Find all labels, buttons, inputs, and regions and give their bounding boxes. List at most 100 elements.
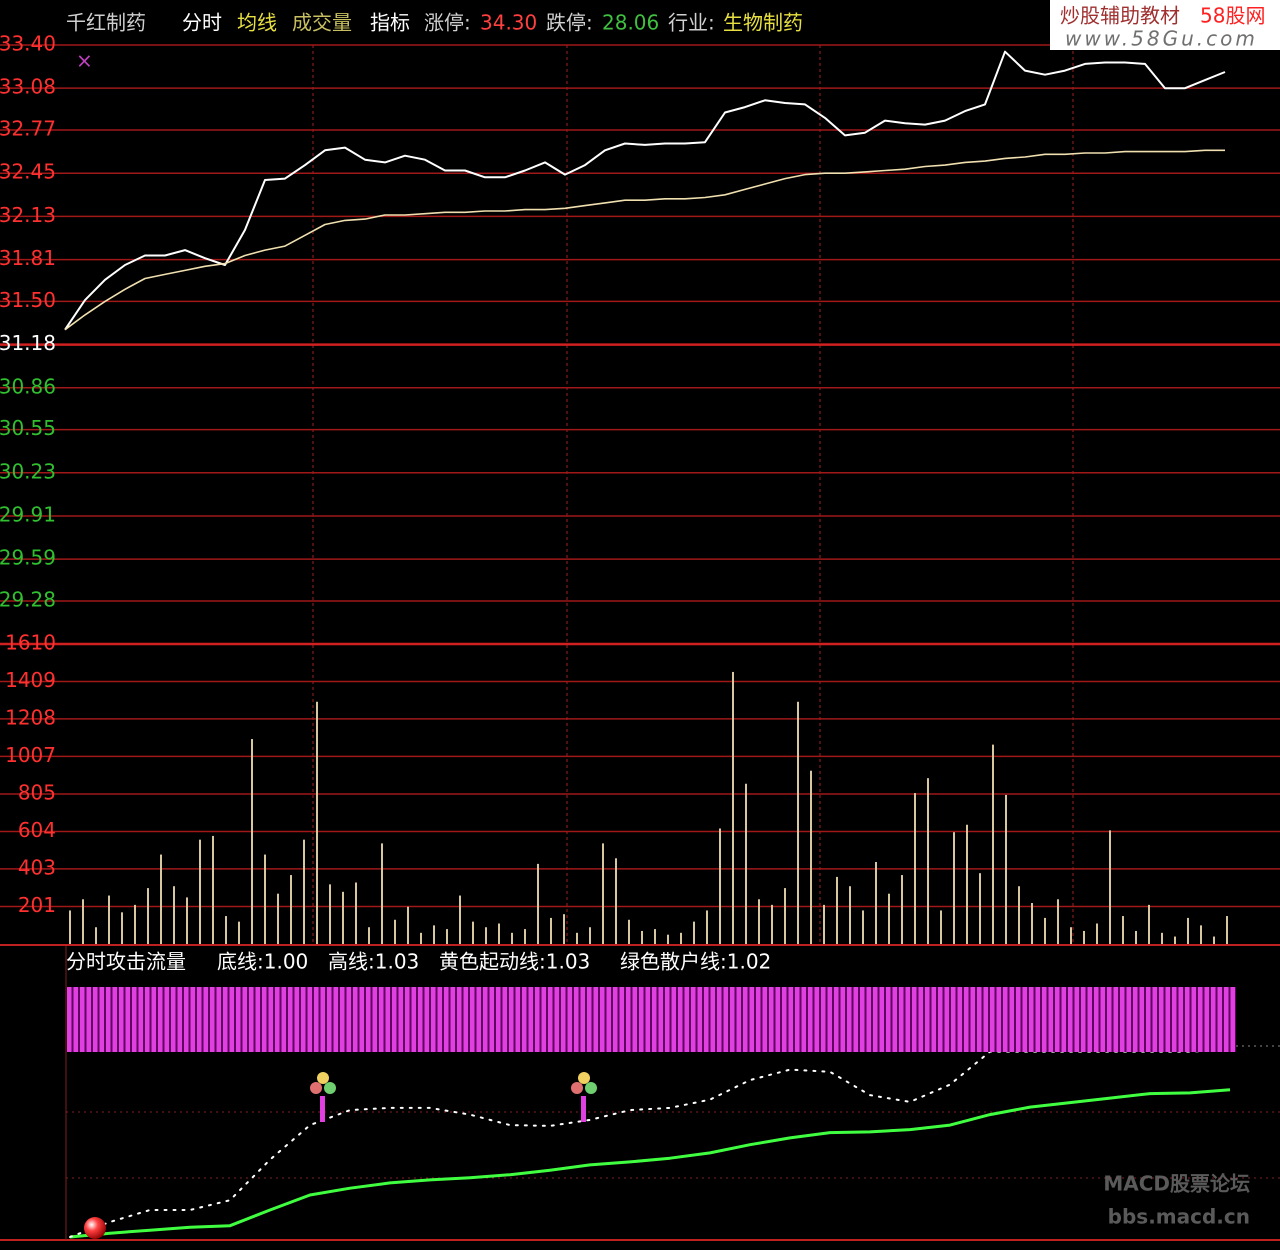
volume-bar — [602, 843, 604, 944]
volume-bar — [186, 897, 188, 944]
volume-bar — [121, 912, 123, 944]
y-tick-label: 201 — [18, 893, 56, 917]
series-line — [69, 1088, 1231, 1239]
volume-bar — [108, 895, 110, 944]
signal-marker — [310, 1072, 336, 1122]
volume-bar — [511, 932, 513, 944]
volume-bar — [901, 875, 903, 944]
volume-bar — [576, 932, 578, 944]
volume-bar — [849, 886, 851, 944]
volume-bar — [719, 828, 721, 944]
volume-bar — [680, 932, 682, 944]
y-tick-label: 32.13 — [0, 203, 56, 227]
volume-bar — [95, 927, 97, 944]
volume-bar — [823, 904, 825, 944]
volume-bar — [888, 893, 890, 944]
header-item: 分时 — [182, 11, 222, 35]
watermark-url: www.58Gu.com — [1065, 27, 1258, 51]
header-item: 行业: — [668, 11, 715, 35]
signal-marker — [571, 1072, 597, 1122]
volume-bar — [407, 906, 409, 944]
volume-bar — [1109, 830, 1111, 944]
signal-dot — [578, 1072, 590, 1084]
y-tick-label: 1208 — [5, 705, 56, 729]
y-tick-label: 604 — [18, 818, 56, 842]
volume-bar — [173, 886, 175, 944]
volume-bar — [524, 929, 526, 944]
header-item: 千红制药 — [66, 11, 146, 35]
indicator-title: 高线:1.03 — [328, 950, 419, 974]
y-tick-label: 32.45 — [0, 160, 56, 184]
header-item: 成交量 — [292, 11, 352, 35]
volume-bar — [381, 843, 383, 944]
volume-bar — [316, 701, 318, 944]
watermark-site: 炒股辅助教材 — [1060, 4, 1180, 28]
volume-bar — [446, 929, 448, 944]
volume-bar — [498, 923, 500, 944]
volume-bar — [472, 921, 474, 944]
ball-icon — [84, 1217, 106, 1239]
y-tick-label: 1007 — [5, 743, 56, 767]
y-tick-label: 30.23 — [0, 459, 56, 483]
y-tick-label: 31.50 — [0, 288, 56, 312]
y-tick-label: 31.81 — [0, 246, 56, 270]
y-tick-label: 1409 — [5, 668, 56, 692]
indicator-title: 分时攻击流量 — [66, 950, 186, 974]
y-tick-label: 805 — [18, 781, 56, 805]
plot: 千红制药 分时 均线 成交量 指标 涨停: 34.30 跌停: 28.06 行业: 生物制药 33.4… — [0, 11, 1231, 1239]
volume-bar — [69, 910, 71, 944]
y-tick-label: 1610 — [5, 631, 56, 655]
volume-bar — [134, 904, 136, 944]
volume-bar — [992, 744, 994, 944]
y-tick-label: 30.86 — [0, 374, 56, 398]
volume-bar — [732, 671, 734, 944]
volume-bar — [147, 888, 149, 944]
volume-bar — [927, 778, 929, 944]
volume-bar — [875, 862, 877, 944]
volume-bar — [303, 839, 305, 944]
indicator-title: 底线:1.00 — [217, 950, 308, 974]
volume-bar — [251, 739, 253, 944]
volume-bar — [1174, 936, 1176, 944]
signal-dot — [571, 1082, 583, 1094]
header-item: 指标 — [370, 11, 410, 35]
volume-bar — [433, 925, 435, 944]
volume-bar — [290, 875, 292, 944]
watermark-brand: 58股网 — [1200, 4, 1265, 28]
indicator-title: 绿色散户线:1.02 — [620, 950, 771, 974]
volume-bar — [914, 793, 916, 944]
volume-bar — [589, 927, 591, 944]
volume-bar — [1200, 925, 1202, 944]
volume-bar — [394, 919, 396, 944]
y-tick-label: 33.08 — [0, 75, 56, 99]
volume-bar — [1148, 904, 1150, 944]
signal-stick — [320, 1096, 325, 1122]
attack-band — [67, 987, 1236, 1052]
signal-dot — [317, 1072, 329, 1084]
volume-bar — [1161, 932, 1163, 944]
volume-bar — [953, 832, 955, 944]
y-tick-label: 30.55 — [0, 416, 56, 440]
y-tick-label: 32.77 — [0, 117, 56, 141]
y-tick-label: 31.18 — [0, 331, 56, 355]
volume-bar — [1083, 930, 1085, 944]
header-item: 均线 — [237, 11, 277, 35]
volume-bar — [1226, 916, 1228, 944]
volume-bar — [771, 904, 773, 944]
volume-bar — [836, 876, 838, 944]
volume-bar — [1135, 930, 1137, 944]
y-tick-label: 33.40 — [0, 32, 56, 56]
volume-bar — [368, 927, 370, 944]
y-tick-label: 29.59 — [0, 546, 56, 570]
volume-bar — [160, 854, 162, 944]
volume-bar — [550, 917, 552, 944]
start-marker — [84, 1217, 106, 1239]
series-line — [64, 149, 1225, 331]
volume-bar — [537, 863, 539, 944]
volume-bar — [1005, 794, 1007, 944]
signal-dot — [585, 1082, 597, 1094]
header-item: 跌停: — [546, 11, 593, 35]
volume-bar — [758, 899, 760, 944]
volume-bar — [810, 770, 812, 944]
volume-bar — [355, 882, 357, 944]
